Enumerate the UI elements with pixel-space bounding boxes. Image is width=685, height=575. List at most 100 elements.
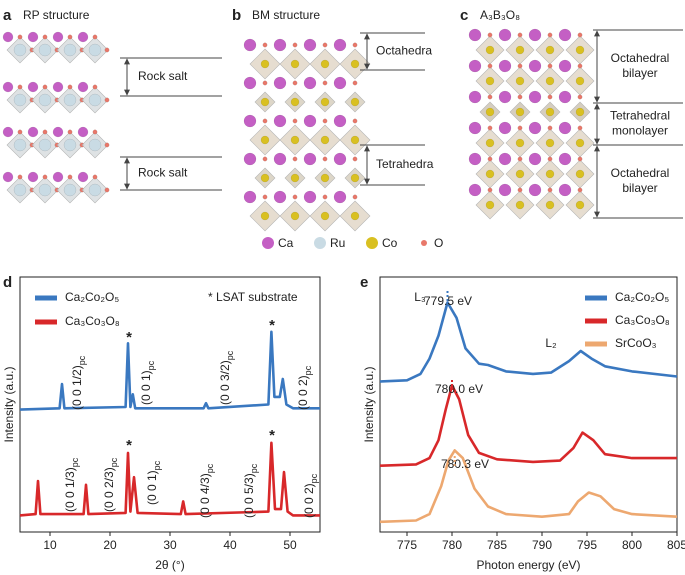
annotation-text: * bbox=[126, 329, 132, 346]
atom bbox=[485, 107, 495, 117]
atom bbox=[468, 152, 482, 166]
atom bbox=[63, 43, 77, 57]
x-tick-label: 795 bbox=[577, 538, 597, 552]
y-axis-label: Intensity (a.u.) bbox=[2, 366, 16, 442]
atom bbox=[517, 32, 523, 38]
atom bbox=[63, 138, 77, 152]
atom bbox=[333, 38, 347, 52]
bracket-label: Tetrahedral bbox=[610, 109, 670, 123]
annotation: (0 0 1)pc bbox=[139, 360, 156, 405]
y-axis-label: Intensity (a.u.) bbox=[362, 366, 376, 442]
atom bbox=[303, 38, 317, 52]
atom bbox=[487, 156, 493, 162]
atom bbox=[92, 129, 98, 135]
annotation: L₂ bbox=[545, 336, 557, 350]
annotation-text: 780.0 eV bbox=[435, 382, 483, 396]
atom bbox=[558, 90, 572, 104]
atom bbox=[42, 174, 48, 180]
atom bbox=[13, 93, 27, 107]
annotation-sub: pc bbox=[70, 457, 80, 467]
panel-title: A₃B₃O₈ bbox=[480, 8, 520, 22]
atom bbox=[38, 93, 52, 107]
atom bbox=[352, 194, 358, 200]
atom bbox=[67, 174, 73, 180]
atom bbox=[292, 194, 298, 200]
legend-label: Ca₂Co₂O₅ bbox=[65, 290, 119, 304]
annotation: * bbox=[126, 437, 132, 454]
annotation-sub: pc bbox=[109, 457, 119, 467]
atom bbox=[558, 152, 572, 166]
annotation-text: (0 0 3/2) bbox=[218, 360, 232, 405]
atom bbox=[320, 211, 330, 221]
atom bbox=[350, 59, 360, 69]
atom bbox=[545, 45, 555, 55]
series-line bbox=[379, 301, 678, 383]
atom bbox=[67, 84, 73, 90]
atom bbox=[352, 42, 358, 48]
annotation: (0 0 2)pc bbox=[296, 365, 313, 410]
atom bbox=[547, 156, 553, 162]
atom bbox=[485, 169, 495, 179]
atom bbox=[498, 152, 512, 166]
atom bbox=[575, 45, 585, 55]
series-line bbox=[379, 449, 678, 524]
legend-label: Ca bbox=[278, 236, 294, 250]
atom bbox=[547, 187, 553, 193]
atom bbox=[104, 47, 110, 53]
annotation-sub: pc bbox=[205, 463, 215, 473]
atom bbox=[2, 126, 14, 138]
atom bbox=[88, 93, 102, 107]
atom bbox=[487, 187, 493, 193]
atom bbox=[67, 34, 73, 40]
atom bbox=[27, 126, 39, 138]
annotation-text: 780.3 eV bbox=[441, 457, 489, 471]
atom bbox=[547, 125, 553, 131]
legend-label: Ca₂Co₂O₅ bbox=[615, 290, 669, 304]
annotation: (0 0 1)pc bbox=[145, 460, 162, 505]
atom bbox=[27, 31, 39, 43]
atom bbox=[42, 84, 48, 90]
atom bbox=[320, 135, 330, 145]
panel-letter: d bbox=[3, 274, 12, 291]
atom bbox=[528, 183, 542, 197]
atom bbox=[2, 81, 14, 93]
atom bbox=[577, 125, 583, 131]
atom bbox=[92, 174, 98, 180]
atom bbox=[545, 107, 555, 117]
atom bbox=[63, 183, 77, 197]
annotation-text: (0 0 1) bbox=[145, 470, 159, 505]
atom bbox=[333, 152, 347, 166]
atom bbox=[273, 190, 287, 204]
atom bbox=[498, 90, 512, 104]
bracket-label: Octahedra bbox=[376, 44, 432, 58]
atom bbox=[260, 211, 270, 221]
annotation-text: (0 0 5/3) bbox=[242, 473, 256, 518]
atom bbox=[273, 38, 287, 52]
annotation: (0 0 5/3)pc bbox=[242, 463, 259, 518]
series-line bbox=[19, 330, 320, 411]
atom bbox=[290, 173, 300, 183]
bracket-label: Rock salt bbox=[138, 69, 188, 83]
atom bbox=[38, 183, 52, 197]
atom bbox=[52, 126, 64, 138]
atom bbox=[352, 118, 358, 124]
atom bbox=[52, 81, 64, 93]
atom bbox=[575, 107, 585, 117]
atom bbox=[262, 118, 268, 124]
atom bbox=[77, 171, 89, 183]
atom bbox=[322, 42, 328, 48]
atom bbox=[468, 183, 482, 197]
plot-frame bbox=[379, 276, 678, 533]
series-line bbox=[379, 384, 677, 467]
atom bbox=[292, 118, 298, 124]
atom bbox=[243, 38, 257, 52]
atom bbox=[273, 152, 287, 166]
atom bbox=[575, 169, 585, 179]
annotation-text: (0 0 4/3) bbox=[198, 473, 212, 518]
atom bbox=[350, 173, 360, 183]
atom bbox=[545, 138, 555, 148]
atom bbox=[88, 138, 102, 152]
atom bbox=[77, 81, 89, 93]
atom bbox=[13, 183, 27, 197]
atom bbox=[104, 97, 110, 103]
